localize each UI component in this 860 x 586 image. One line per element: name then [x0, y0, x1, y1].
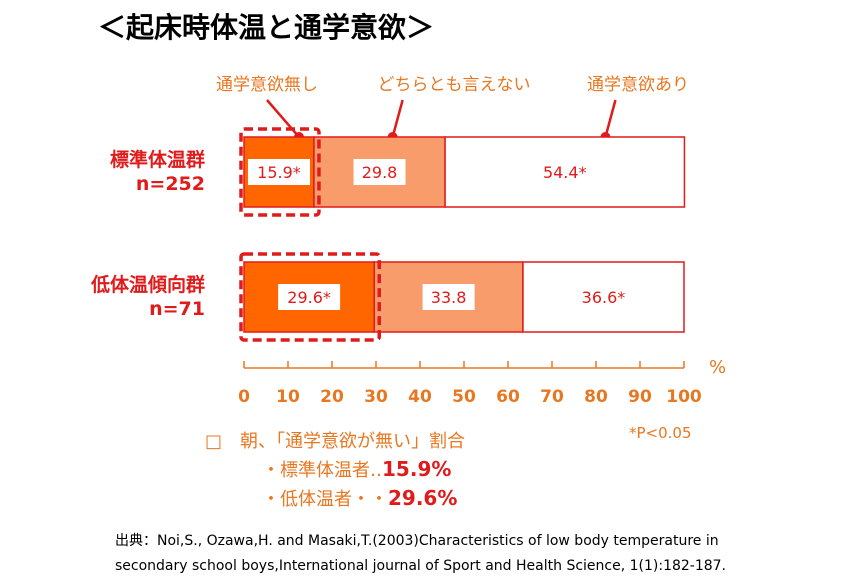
data-label-box [278, 284, 341, 310]
group-label: 標準体温群 [110, 148, 205, 171]
x-tick-label: 20 [320, 387, 344, 407]
legend-pointer [391, 99, 404, 138]
legend-pointer [604, 99, 617, 138]
group-n-label: n=71 [149, 298, 205, 320]
legend: 通学意欲無し どちらとも言えない 通学意欲あり [216, 75, 689, 142]
x-axis: 0 10 20 30 40 50 60 70 80 90 100 [238, 361, 702, 407]
x-tick-label: 100 [666, 387, 702, 407]
x-tick-label: 50 [452, 387, 476, 407]
data-label: 29.6* [287, 288, 331, 307]
data-label: 29.8 [362, 163, 398, 182]
data-label-box [247, 159, 310, 185]
highlight-box [239, 252, 381, 342]
source-line-2: secondary school boys,International jour… [115, 558, 726, 574]
x-tick-label: 80 [584, 387, 608, 407]
summary-item-standard: ・標準体温者‥15.9% [262, 457, 451, 481]
x-tick-label: 30 [364, 387, 388, 407]
summary-item-label: ・低体温者・・ [262, 489, 388, 510]
highlight-box [239, 127, 321, 217]
legend-entry: どちらとも言えない [378, 75, 531, 95]
data-label-box [422, 284, 475, 310]
legend-pointer [266, 99, 300, 138]
legend-entry: 通学意欲無し [216, 75, 318, 95]
x-tick-label: 10 [276, 387, 300, 407]
x-tick-label: 60 [496, 387, 520, 407]
x-tick-label: 70 [540, 387, 564, 407]
data-label: 15.9* [257, 163, 301, 182]
data-label: 54.4* [543, 163, 587, 182]
group-label: 低体温傾向群 [90, 273, 205, 296]
data-label: 33.8 [431, 288, 467, 307]
data-label: 36.6* [582, 288, 626, 307]
chart-title: ＜起床時体温と通学意欲＞ [98, 11, 434, 44]
x-unit-label: % [709, 357, 726, 378]
bar-segment [522, 261, 685, 333]
legend-entry: 通学意欲あり [587, 75, 689, 95]
x-tick-label: 0 [238, 387, 250, 407]
data-label-box [572, 284, 635, 310]
x-tick-label: 90 [628, 387, 652, 407]
summary-heading: □ 朝、「通学意欲が無い」割合 [205, 431, 465, 452]
source-line-1: 出典：Noi,S., Ozawa,H. and Masaki,T.(2003)C… [115, 533, 719, 549]
bars: 15.9* 29.8 54.4* 29.6* 33.8 36.6* [239, 127, 686, 342]
significance-note: *P<0.05 [629, 424, 692, 442]
data-label-box [353, 159, 406, 185]
data-label-box [533, 159, 596, 185]
summary-item-low: ・低体温者・・29.6% [262, 486, 457, 510]
summary-item-value: 29.6% [388, 486, 457, 510]
group-n-label: n=252 [136, 173, 205, 195]
x-tick-label: 40 [408, 387, 432, 407]
summary-item-value: 15.9% [382, 457, 451, 481]
summary-item-label: ・標準体温者‥ [262, 460, 382, 481]
